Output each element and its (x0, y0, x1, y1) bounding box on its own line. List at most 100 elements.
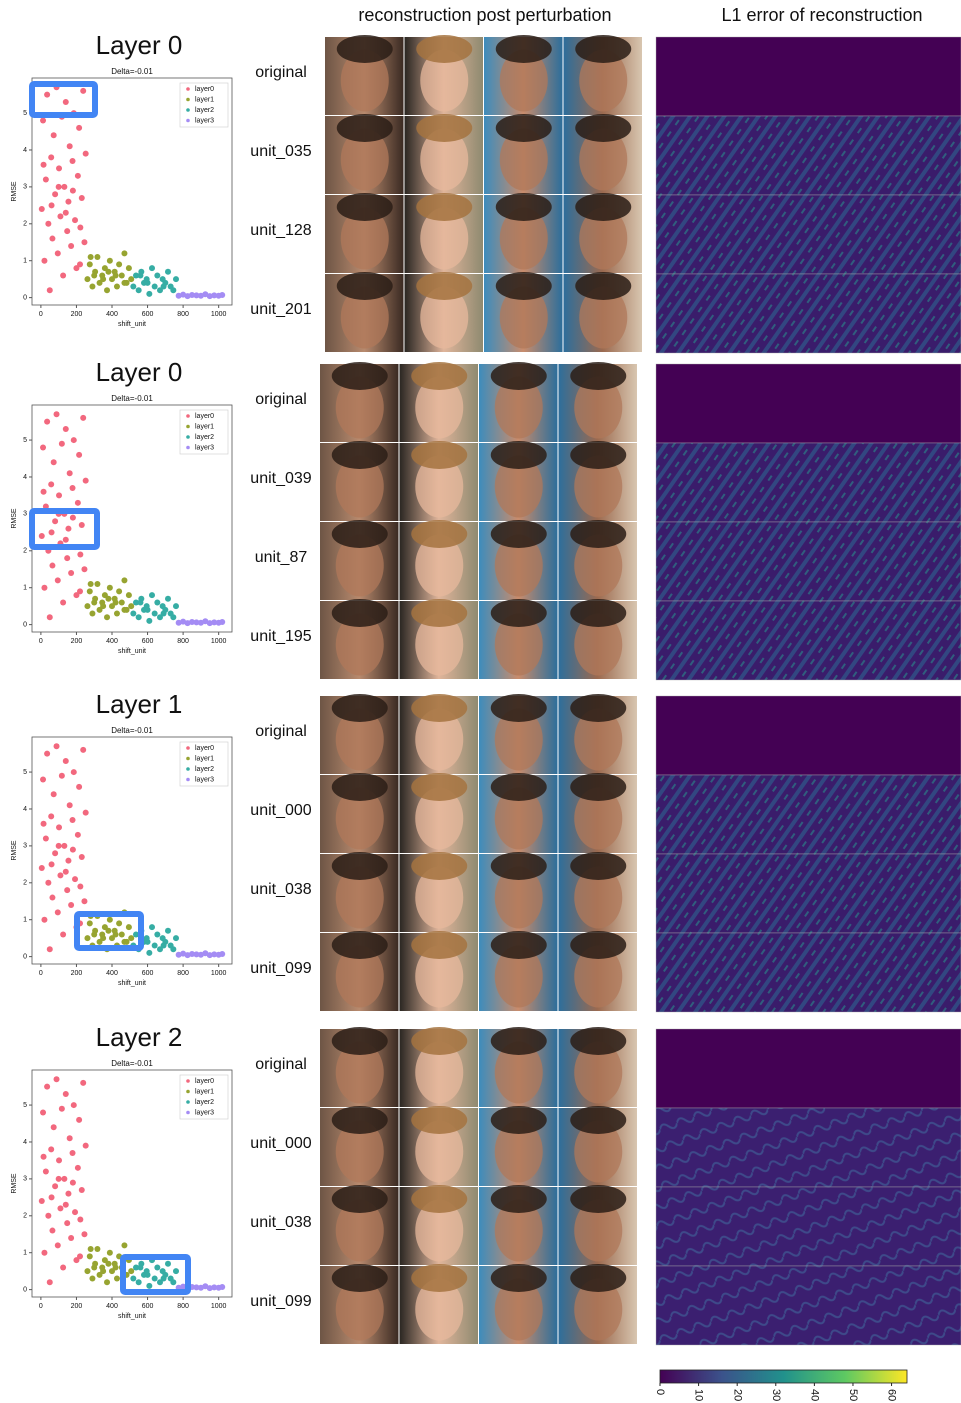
scatter-point (154, 931, 161, 938)
face-shape (574, 1199, 623, 1262)
scatter-point (160, 1275, 167, 1282)
scatter-point (211, 951, 218, 958)
face-shape (415, 1278, 464, 1341)
x-tick-label: 0 (39, 970, 43, 977)
scatter-point (70, 1102, 77, 1109)
scatter-point (61, 842, 68, 849)
y-axis-label: RMSE (11, 508, 18, 529)
scatter-point (146, 949, 153, 956)
face-shape (574, 945, 623, 1008)
scatter-point (65, 198, 72, 205)
hair-shape (490, 1185, 547, 1213)
y-tick-label: 3 (23, 511, 27, 518)
scatter-point (60, 272, 67, 279)
scatter-point (73, 592, 80, 599)
scatter-point (48, 1146, 55, 1153)
scatter-point (70, 769, 77, 776)
face-shape (335, 1120, 384, 1183)
scatter-point (64, 1220, 71, 1227)
scatter-point (106, 916, 113, 923)
legend-label: layer2 (195, 107, 214, 114)
panel-title: Layer 1 (96, 689, 183, 719)
scatter-point (137, 1264, 144, 1271)
scatter-point (121, 938, 128, 945)
scatter-point (80, 414, 87, 421)
hair-shape (411, 441, 468, 469)
hair-shape (411, 931, 468, 959)
scatter-point (69, 485, 76, 492)
x-tick-label: 200 (71, 638, 83, 645)
scatter-point (53, 1076, 60, 1083)
scatter-point (41, 1249, 48, 1256)
hair-shape (336, 272, 393, 300)
scatter-point (128, 603, 135, 610)
x-axis-label: shift_unit (118, 648, 146, 655)
scatter-point (219, 619, 226, 626)
scatter-point (45, 220, 52, 227)
scatter-point (60, 599, 67, 606)
scatter-point (118, 272, 125, 279)
y-tick-label: 3 (23, 184, 27, 191)
x-tick-label: 1000 (211, 970, 227, 977)
face-shape (415, 787, 464, 850)
face-shape (574, 1120, 623, 1183)
scatter-point (121, 250, 128, 257)
hair-shape (495, 114, 552, 142)
scatter-point (40, 1153, 47, 1160)
scatter-point (58, 1105, 65, 1112)
y-tick-label: 0 (23, 294, 27, 301)
scatter-point (113, 283, 120, 290)
error-map (655, 36, 961, 117)
hair-shape (331, 441, 388, 469)
legend-marker (186, 435, 190, 439)
x-tick-label: 800 (177, 638, 189, 645)
hair-shape (490, 852, 547, 880)
scatter-point (84, 276, 91, 283)
hair-shape (570, 1027, 627, 1055)
scatter-point (84, 1268, 91, 1275)
scatter-point (91, 1264, 98, 1271)
scatter-point (211, 292, 218, 299)
scatter-point (53, 411, 60, 418)
scatter-point (173, 1268, 179, 1275)
scatter-point (69, 187, 76, 194)
error-map (655, 1028, 961, 1109)
scatter-point (69, 817, 76, 824)
y-tick-label: 4 (23, 806, 27, 813)
scatter-point (154, 1264, 161, 1271)
scatter-point (38, 533, 45, 540)
scatter-point (87, 1246, 94, 1253)
y-tick-label: 0 (23, 621, 27, 628)
panel: Layer 2 Delta=-0.01 0 200 400 600 800 1000 0 1 2 3 4… (11, 1022, 961, 1346)
face-shape (335, 1278, 384, 1341)
legend-label: layer0 (195, 745, 214, 752)
hair-shape (331, 599, 388, 627)
scatter-point (38, 865, 45, 872)
scatter-point (61, 1175, 68, 1182)
scatter-point (128, 276, 135, 283)
scatter-point (48, 481, 55, 488)
hair-shape (411, 362, 468, 390)
scatter-point (84, 935, 91, 942)
legend-marker (186, 777, 190, 782)
scatter-point (60, 931, 67, 938)
scatter-point (109, 935, 115, 942)
scatter-point (50, 791, 57, 798)
face-shape (494, 613, 543, 676)
hair-shape (490, 1027, 547, 1055)
row-label: unit_201 (250, 301, 311, 318)
hair-shape (411, 852, 468, 880)
scatter-point (77, 883, 84, 890)
face-shape (574, 1041, 623, 1104)
legend-label: layer1 (195, 423, 214, 430)
scatter-point (157, 946, 163, 953)
scatter-point (151, 1275, 158, 1282)
face-shape (415, 534, 464, 597)
hair-shape (495, 35, 552, 63)
scatter-point (94, 254, 101, 261)
legend-label: layer0 (195, 413, 214, 420)
scatter-point (91, 272, 98, 279)
x-tick-label: 0 (39, 311, 43, 318)
row-label: original (255, 1056, 307, 1073)
error-map (655, 442, 961, 523)
